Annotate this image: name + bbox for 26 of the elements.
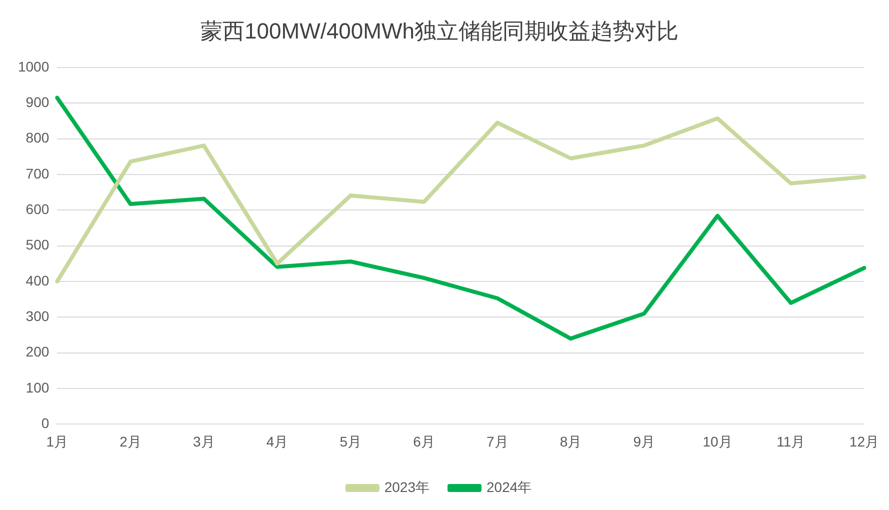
x-tick-label: 5月: [340, 433, 362, 450]
x-tick-label: 7月: [486, 433, 508, 450]
y-tick-label: 900: [26, 94, 50, 110]
x-tick-label: 11月: [776, 433, 806, 450]
x-tick-label: 10月: [702, 433, 732, 450]
y-tick-label: 400: [26, 272, 50, 288]
x-tick-label: 2月: [120, 433, 142, 450]
x-tick-label: 1月: [46, 433, 68, 450]
y-tick-label: 1000: [18, 58, 50, 74]
x-tick-label: 3月: [192, 433, 215, 450]
x-tick-label: 9月: [633, 433, 656, 450]
y-tick-label: 600: [26, 200, 50, 217]
x-tick-label: 12月: [849, 433, 880, 450]
y-tick-label: 0: [41, 415, 50, 432]
legend-label: 2024年: [486, 478, 532, 495]
y-tick-label: 100: [26, 379, 50, 396]
chart-title: 蒙西100MW/400MWh独立储能同期收益趋势对比: [200, 18, 678, 44]
x-tick-label: 8月: [560, 433, 582, 450]
x-tick-label: 6月: [413, 433, 435, 450]
y-tick-label: 800: [26, 130, 50, 146]
x-tick-label: 4月: [266, 433, 288, 450]
y-tick-label: 500: [26, 236, 50, 253]
y-tick-label: 700: [26, 165, 50, 182]
y-tick-label: 300: [26, 308, 50, 324]
y-tick-label: 200: [26, 344, 50, 360]
legend-label: 2023年: [384, 478, 430, 495]
